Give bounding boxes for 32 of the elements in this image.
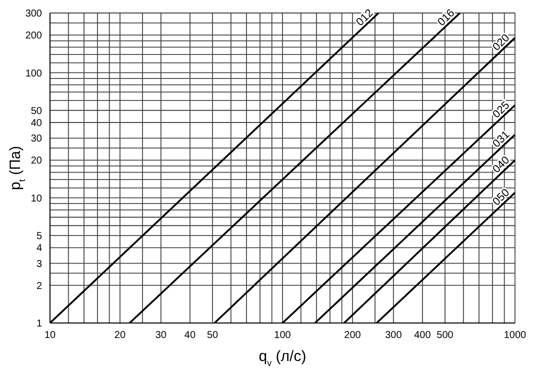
y-tick-label: 200: [25, 30, 42, 42]
y-tick-label: 3: [36, 258, 42, 270]
y-tick-label: 300: [25, 8, 42, 20]
x-tick-label: 50: [206, 330, 219, 342]
text: 016: [436, 7, 458, 29]
x-tick-label: 400: [414, 330, 432, 342]
text: 025: [490, 99, 512, 121]
x-tick-label: 30: [155, 330, 167, 342]
x-tick-label: 1000: [504, 330, 527, 342]
y-tick-label: 10: [30, 193, 42, 204]
y-tick-label: 5: [36, 231, 42, 242]
x-tick-label: 300: [385, 330, 402, 342]
y-tick-label: 50: [30, 106, 42, 117]
y-tick-label: 100: [25, 68, 42, 80]
x-tick-label: 100: [274, 330, 292, 342]
text: 012: [354, 7, 376, 29]
x-tick-label: 10: [44, 330, 56, 342]
x-tick-label: 40: [184, 330, 196, 342]
text: 040: [490, 154, 512, 176]
text: 050: [490, 186, 512, 208]
y-tick-label: 4: [36, 243, 42, 254]
y-tick-label: 30: [30, 134, 42, 145]
y-tick-label: 40: [30, 118, 42, 130]
x-axis-title: q$_{v}$ (л/с): [258, 348, 306, 368]
text: 031: [490, 128, 512, 150]
y-tick-label: 2: [36, 280, 42, 292]
x-tick-label: 200: [344, 330, 362, 342]
y-tick-label: 20: [30, 156, 42, 167]
text: 020: [490, 32, 512, 54]
x-tick-label: 500: [436, 330, 454, 342]
x-tick-label: 20: [114, 330, 126, 342]
y-tick-label: 1: [36, 318, 42, 330]
